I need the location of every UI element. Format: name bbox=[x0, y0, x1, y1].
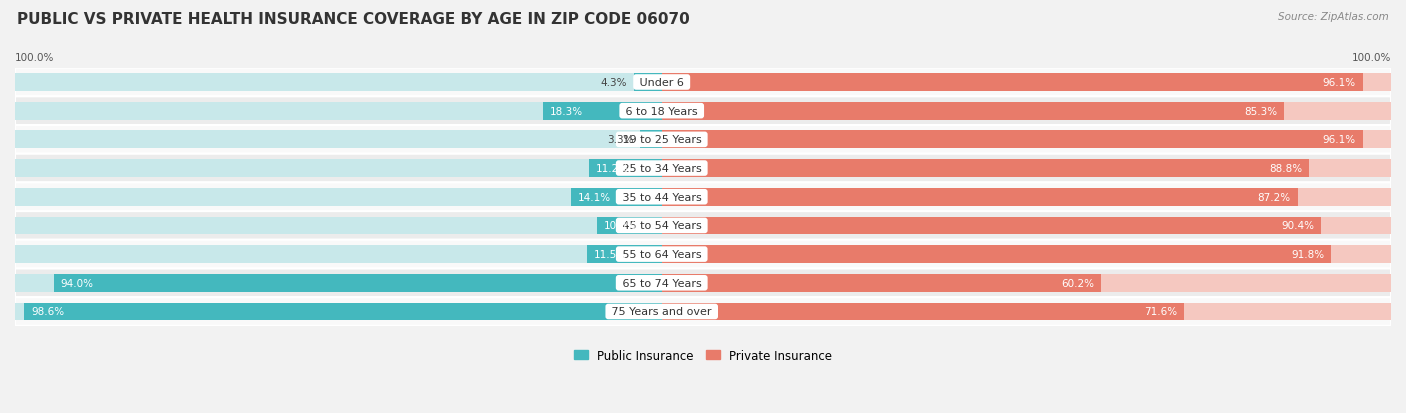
Bar bbox=[662, 246, 1391, 263]
Bar bbox=[662, 102, 1391, 120]
Bar bbox=[640, 131, 662, 149]
Text: 91.8%: 91.8% bbox=[1291, 249, 1324, 259]
Bar bbox=[15, 303, 662, 320]
Bar bbox=[662, 160, 1391, 178]
Text: 88.8%: 88.8% bbox=[1270, 164, 1302, 173]
Text: 85.3%: 85.3% bbox=[1244, 107, 1277, 116]
FancyBboxPatch shape bbox=[15, 269, 1391, 297]
Bar bbox=[571, 188, 662, 206]
Text: 100.0%: 100.0% bbox=[15, 53, 55, 63]
Bar bbox=[662, 74, 1362, 92]
FancyBboxPatch shape bbox=[15, 69, 1391, 97]
Bar bbox=[634, 74, 662, 92]
Text: 96.1%: 96.1% bbox=[1323, 135, 1355, 145]
Bar bbox=[662, 160, 1309, 178]
FancyBboxPatch shape bbox=[15, 183, 1391, 211]
Bar bbox=[53, 274, 662, 292]
Bar bbox=[543, 102, 662, 120]
Text: 96.1%: 96.1% bbox=[1323, 78, 1355, 88]
Bar bbox=[662, 131, 1391, 149]
Bar bbox=[662, 217, 1322, 235]
Text: 6 to 18 Years: 6 to 18 Years bbox=[623, 107, 702, 116]
FancyBboxPatch shape bbox=[15, 297, 1391, 326]
Text: 100.0%: 100.0% bbox=[1351, 53, 1391, 63]
Text: 87.2%: 87.2% bbox=[1257, 192, 1291, 202]
Text: 90.4%: 90.4% bbox=[1281, 221, 1315, 231]
Text: 75 Years and over: 75 Years and over bbox=[609, 307, 716, 317]
Text: 18.3%: 18.3% bbox=[550, 107, 583, 116]
FancyBboxPatch shape bbox=[15, 154, 1391, 183]
Text: 11.2%: 11.2% bbox=[596, 164, 630, 173]
Bar bbox=[15, 74, 662, 92]
Bar bbox=[662, 274, 1101, 292]
FancyBboxPatch shape bbox=[15, 126, 1391, 154]
Bar bbox=[588, 246, 662, 263]
Text: 19 to 25 Years: 19 to 25 Years bbox=[619, 135, 704, 145]
Bar bbox=[662, 102, 1284, 120]
Text: 14.1%: 14.1% bbox=[578, 192, 610, 202]
Bar bbox=[15, 217, 662, 235]
Text: 10.0%: 10.0% bbox=[605, 221, 637, 231]
FancyBboxPatch shape bbox=[15, 240, 1391, 269]
Bar bbox=[662, 303, 1391, 320]
Text: 11.5%: 11.5% bbox=[595, 249, 627, 259]
Bar bbox=[662, 303, 1184, 320]
Text: 35 to 44 Years: 35 to 44 Years bbox=[619, 192, 704, 202]
Bar bbox=[15, 131, 662, 149]
Bar bbox=[24, 303, 662, 320]
Text: 25 to 34 Years: 25 to 34 Years bbox=[619, 164, 704, 173]
Bar bbox=[662, 274, 1391, 292]
Bar bbox=[662, 217, 1391, 235]
Text: 45 to 54 Years: 45 to 54 Years bbox=[619, 221, 704, 231]
Bar bbox=[15, 160, 662, 178]
FancyBboxPatch shape bbox=[15, 211, 1391, 240]
Text: 4.3%: 4.3% bbox=[600, 78, 627, 88]
Bar bbox=[15, 188, 662, 206]
Text: 3.3%: 3.3% bbox=[607, 135, 634, 145]
Text: Source: ZipAtlas.com: Source: ZipAtlas.com bbox=[1278, 12, 1389, 22]
Bar bbox=[15, 102, 662, 120]
FancyBboxPatch shape bbox=[15, 97, 1391, 126]
Bar bbox=[662, 131, 1362, 149]
Text: 60.2%: 60.2% bbox=[1062, 278, 1094, 288]
Bar bbox=[662, 188, 1298, 206]
Legend: Public Insurance, Private Insurance: Public Insurance, Private Insurance bbox=[569, 344, 837, 366]
Text: 55 to 64 Years: 55 to 64 Years bbox=[619, 249, 704, 259]
Text: Under 6: Under 6 bbox=[636, 78, 688, 88]
Bar bbox=[662, 246, 1331, 263]
Bar bbox=[662, 74, 1391, 92]
Text: PUBLIC VS PRIVATE HEALTH INSURANCE COVERAGE BY AGE IN ZIP CODE 06070: PUBLIC VS PRIVATE HEALTH INSURANCE COVER… bbox=[17, 12, 689, 27]
Bar bbox=[15, 246, 662, 263]
Text: 98.6%: 98.6% bbox=[31, 307, 65, 317]
Text: 94.0%: 94.0% bbox=[60, 278, 94, 288]
Text: 71.6%: 71.6% bbox=[1144, 307, 1177, 317]
Text: 65 to 74 Years: 65 to 74 Years bbox=[619, 278, 704, 288]
Bar bbox=[589, 160, 662, 178]
Bar bbox=[598, 217, 662, 235]
Bar bbox=[15, 274, 662, 292]
Bar bbox=[662, 188, 1391, 206]
